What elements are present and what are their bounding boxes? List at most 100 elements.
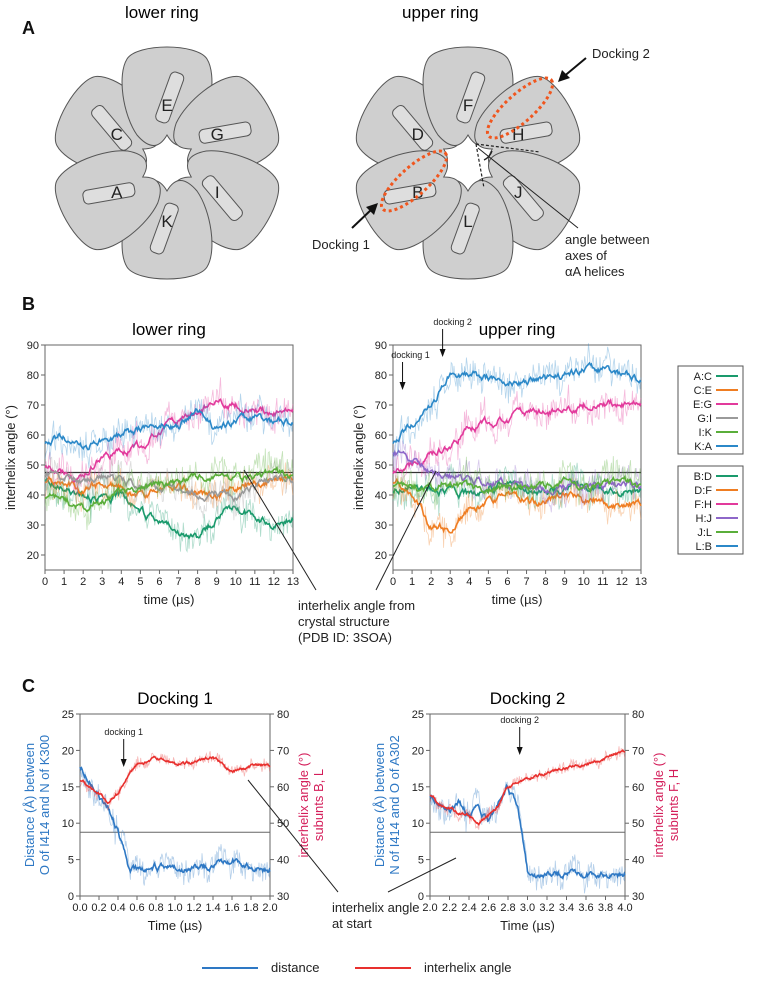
legend-label-upper-D:F: D:F	[694, 485, 712, 497]
x-tick-label: 0.8	[148, 902, 163, 914]
x-tick-label: 3.6	[578, 902, 593, 914]
subunit-H: H	[474, 75, 581, 176]
x-tick-label: 3.8	[598, 902, 613, 914]
y-tick-label: 20	[62, 745, 74, 757]
x-tick-label: 3	[447, 576, 453, 588]
x-tick-label: 4.0	[617, 902, 632, 914]
x-tick-label: 0.6	[129, 902, 144, 914]
y-right-axis-label-line1: interhelix angle (°)	[651, 753, 666, 858]
x-tick-label: 0.4	[110, 902, 125, 914]
y-tick-label: 90	[27, 340, 39, 352]
start-note-line2: at start	[332, 916, 372, 931]
docking1-ellipse	[379, 149, 449, 213]
legend-label-upper-J:L: J:L	[697, 527, 712, 539]
y-tick-label: 60	[27, 430, 39, 442]
upper-ring-title: upper ring	[402, 3, 479, 22]
y-right-tick-label: 60	[632, 782, 644, 794]
y-tick-label: 90	[375, 340, 387, 352]
y-tick-label: 10	[62, 818, 74, 830]
angle-dashed-lines	[475, 143, 541, 189]
x-axis-label: Time (µs)	[148, 918, 203, 933]
series-noise-K:A	[44, 393, 294, 469]
helix-E	[155, 71, 185, 124]
y-tick-label: 5	[68, 855, 74, 867]
x-tick-label: 3.2	[539, 902, 554, 914]
series-noise-distance	[79, 769, 271, 886]
x-tick-label: 3.4	[559, 902, 574, 914]
annotation-arrowhead	[399, 382, 406, 390]
series-line-L:B	[392, 361, 642, 444]
series-line-E:G	[44, 398, 294, 483]
angle-note-line1: angle between	[565, 232, 650, 247]
y-axis-label: interhelix angle (°)	[3, 405, 18, 510]
x-tick-label: 2	[80, 576, 86, 588]
legend-label-lower-C:E: C:E	[694, 385, 712, 397]
x-tick-label: 8	[195, 576, 201, 588]
subunit-label-I: I	[215, 183, 220, 202]
chart-title: Docking 1	[137, 689, 213, 708]
x-tick-label: 2.8	[500, 902, 515, 914]
y-tick-label: 80	[375, 370, 387, 382]
y-tick-label: 25	[412, 709, 424, 721]
annotation-text: docking 2	[500, 715, 539, 725]
annotation-arrowhead	[516, 747, 523, 755]
plot-area	[44, 344, 294, 571]
x-tick-label: 12	[268, 576, 280, 588]
subunit-label-F: F	[463, 96, 473, 115]
y-left-axis-label-line1: Distance (Å) between	[22, 743, 37, 867]
y-tick-label: 80	[27, 370, 39, 382]
panel-label-a: A	[22, 18, 35, 38]
angle-note-line2: axes of	[565, 248, 607, 263]
docking2-arrowhead	[558, 70, 570, 82]
x-tick-label: 1.2	[186, 902, 201, 914]
x-tick-label: 2.0	[262, 902, 277, 914]
x-tick-label: 1.4	[205, 902, 220, 914]
y-tick-label: 0	[68, 891, 74, 903]
legend-label-lower-G:I: G:I	[697, 413, 712, 425]
chart-title: lower ring	[132, 320, 206, 339]
chart-title: Docking 2	[490, 689, 566, 708]
y-tick-label: 5	[418, 855, 424, 867]
docking2-chart: Docking 2 2.0 2.2 2.4 2.6 2.8 3.0 3.2 3.4 3.6 3.8 4…	[372, 689, 681, 933]
x-axis-label: time (µs)	[492, 592, 543, 607]
start-note-line1: interhelix angle	[332, 900, 419, 915]
annotation-text: docking 1	[391, 350, 430, 360]
subunit-label-G: G	[211, 125, 224, 144]
x-tick-label: 2.6	[481, 902, 496, 914]
x-tick-label: 0.0	[72, 902, 87, 914]
helix-G	[198, 121, 252, 144]
y-tick-label: 15	[62, 782, 74, 794]
y-tick-label: 50	[375, 460, 387, 472]
x-tick-label: 13	[635, 576, 647, 588]
series-line-J:L	[392, 474, 642, 495]
crystal-note-line1: interhelix angle from	[298, 598, 415, 613]
x-axis-label: Time (µs)	[500, 918, 555, 933]
lower-ring-diagram: C E G I K A	[54, 46, 280, 280]
crystal-note-line3: (PDB ID: 3SOA)	[298, 630, 392, 645]
series-line-interhelix angle	[79, 755, 271, 805]
panel-label-c: C	[22, 676, 35, 696]
subunit-label-E: E	[161, 96, 172, 115]
helix-L	[450, 202, 480, 255]
lower-ring-title: lower ring	[125, 3, 199, 22]
subunit-label-K: K	[161, 212, 173, 231]
series-noise-distance	[429, 781, 626, 894]
subunit-A: A	[54, 150, 161, 251]
crystal-leader-1	[243, 469, 317, 591]
plot-area	[392, 344, 642, 571]
subunit-label-H: H	[512, 125, 524, 144]
helix-J	[502, 175, 544, 222]
subunit-label-C: C	[111, 125, 123, 144]
start-leader-2	[387, 857, 457, 893]
subunit-label-D: D	[412, 125, 424, 144]
x-tick-label: 1.8	[243, 902, 258, 914]
series-line-A:C	[44, 477, 294, 540]
docking1-chart: Docking 1 0.0 0.2 0.4 0.6 0.8 1.0 1.2 1.4 1.6 1.8 2…	[22, 689, 326, 933]
y-tick-label: 0	[418, 891, 424, 903]
y-right-axis-label-line1: interhelix angle (°)	[296, 753, 311, 858]
x-tick-label: 13	[287, 576, 299, 588]
series-noise-L:B	[392, 343, 642, 459]
y-tick-label: 30	[375, 520, 387, 532]
legend-distance-label: distance	[271, 960, 319, 975]
